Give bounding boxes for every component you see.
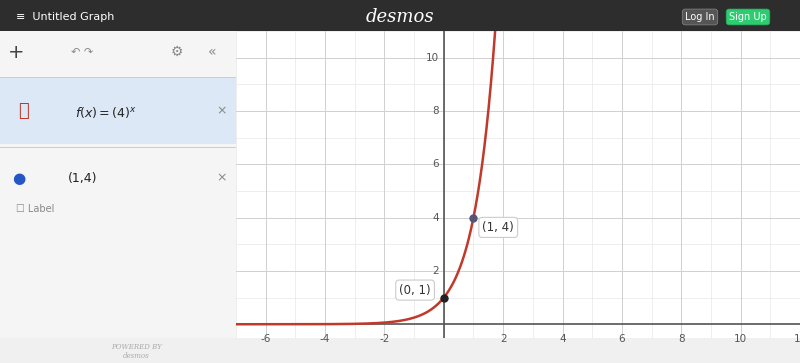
Text: ↶ ↷: ↶ ↷ — [71, 47, 94, 57]
Text: 4: 4 — [433, 213, 439, 223]
Text: desmos: desmos — [366, 8, 434, 26]
Text: Sign Up: Sign Up — [729, 12, 767, 22]
Text: 4: 4 — [559, 334, 566, 344]
Text: 2: 2 — [433, 266, 439, 276]
Text: (0, 1): (0, 1) — [399, 284, 431, 297]
Text: «: « — [208, 45, 217, 59]
Text: 12: 12 — [794, 334, 800, 344]
Text: $f(x) = (4)^x$: $f(x) = (4)^x$ — [75, 105, 137, 120]
Text: 8: 8 — [433, 106, 439, 116]
Text: ×: × — [217, 172, 227, 185]
Text: ●: ● — [12, 171, 26, 185]
Text: -6: -6 — [261, 334, 271, 344]
Text: 6: 6 — [618, 334, 626, 344]
Text: +: + — [8, 43, 25, 62]
Text: 10: 10 — [734, 334, 747, 344]
Text: 2: 2 — [500, 334, 506, 344]
Text: 6: 6 — [433, 159, 439, 169]
Text: -4: -4 — [320, 334, 330, 344]
Text: ⚙: ⚙ — [170, 45, 183, 59]
Text: 8: 8 — [678, 334, 685, 344]
Text: ×: × — [217, 104, 227, 117]
Text: ⓝ: ⓝ — [18, 102, 29, 119]
Text: (1, 4): (1, 4) — [482, 221, 514, 234]
FancyBboxPatch shape — [0, 78, 236, 144]
Text: POWERED BY
desmos: POWERED BY desmos — [110, 343, 162, 360]
Text: ☐ Label: ☐ Label — [16, 204, 54, 214]
Text: -2: -2 — [379, 334, 390, 344]
Text: 10: 10 — [426, 53, 439, 62]
Text: (1,4): (1,4) — [68, 172, 98, 185]
Text: ≡  Untitled Graph: ≡ Untitled Graph — [16, 12, 114, 22]
Text: Log In: Log In — [685, 12, 715, 22]
